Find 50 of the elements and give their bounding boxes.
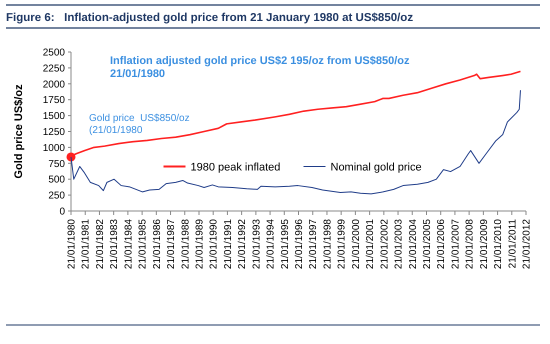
x-tick-label: 21/01/2001 <box>365 218 376 270</box>
x-tick-label: 21/01/1984 <box>123 218 134 270</box>
x-tick-label: 21/01/2003 <box>394 218 405 270</box>
x-tick-label: 21/01/2004 <box>408 218 419 270</box>
y-tick-label: 2500 <box>42 48 66 58</box>
x-tick-label: 21/01/2012 <box>522 218 532 270</box>
x-tick-label: 21/01/1990 <box>208 218 220 270</box>
y-tick-label: 250 <box>48 190 66 202</box>
y-tick-label: 750 <box>48 158 66 170</box>
x-tick-label: 21/01/1999 <box>336 218 348 270</box>
y-tick-label: 1500 <box>42 111 66 122</box>
x-tick-label: 21/01/1980 <box>66 218 78 270</box>
y-tick-label: 1250 <box>42 127 66 138</box>
x-tick-label: 21/01/2008 <box>464 218 476 270</box>
legend-label: Nominal gold price <box>330 161 422 174</box>
x-tick-label: 21/01/1988 <box>180 218 192 270</box>
annotation: Inflation adjusted gold price US$2 195/oz from US$850/oz 21/01/1980 <box>110 55 410 80</box>
annotation: Gold price US$850/oz (21/01/1980 <box>89 112 190 136</box>
x-tick-label: 21/01/1981 <box>80 218 92 270</box>
x-tick-label: 21/01/1991 <box>222 218 234 270</box>
x-tick-label: 21/01/2011 <box>507 218 518 268</box>
y-tick-label: 1750 <box>42 95 66 106</box>
legend-label: 1980 peak inflated <box>190 161 280 174</box>
x-tick-label: 21/01/2009 <box>478 218 490 270</box>
x-tick-label: 21/01/2005 <box>422 218 433 270</box>
chart-title: Figure 6: Inflation-adjusted gold price from 21 January 1980 at US$850/oz <box>6 12 414 24</box>
x-tick-label: 21/01/2007 <box>450 218 462 270</box>
x-tick-label: 21/01/1986 <box>152 218 163 270</box>
x-tick-label: 21/01/1987 <box>166 218 178 270</box>
y-tick-label: 2250 <box>42 63 66 74</box>
x-tick-label: 21/01/1996 <box>294 218 305 270</box>
y-tick-label: 2000 <box>42 79 66 90</box>
x-tick-label: 21/01/1982 <box>94 218 106 270</box>
x-tick-label: 21/01/1998 <box>322 218 334 270</box>
x-tick-label: 21/01/1983 <box>109 218 120 270</box>
x-tick-label: 21/01/1995 <box>280 218 291 270</box>
x-tick-label: 21/01/2002 <box>379 218 390 270</box>
x-tick-label: 21/01/2000 <box>350 218 362 270</box>
x-tick-label: 21/01/1997 <box>308 218 320 270</box>
y-tick-label: 1000 <box>42 142 66 154</box>
x-tick-label: 21/01/2006 <box>436 218 448 270</box>
x-tick-label: 21/01/1989 <box>194 218 206 270</box>
x-tick-label: 21/01/1992 <box>237 218 248 270</box>
x-tick-label: 21/01/1985 <box>138 218 149 270</box>
y-tick-label: 0 <box>59 206 66 218</box>
x-tick-label: 21/01/1994 <box>266 218 277 270</box>
x-tick-label: 21/01/1993 <box>251 218 262 270</box>
x-tick-label: 21/01/2010 <box>493 218 504 270</box>
y-axis-title: Gold price US$/oz <box>13 84 25 179</box>
y-tick-label: 500 <box>48 174 66 186</box>
